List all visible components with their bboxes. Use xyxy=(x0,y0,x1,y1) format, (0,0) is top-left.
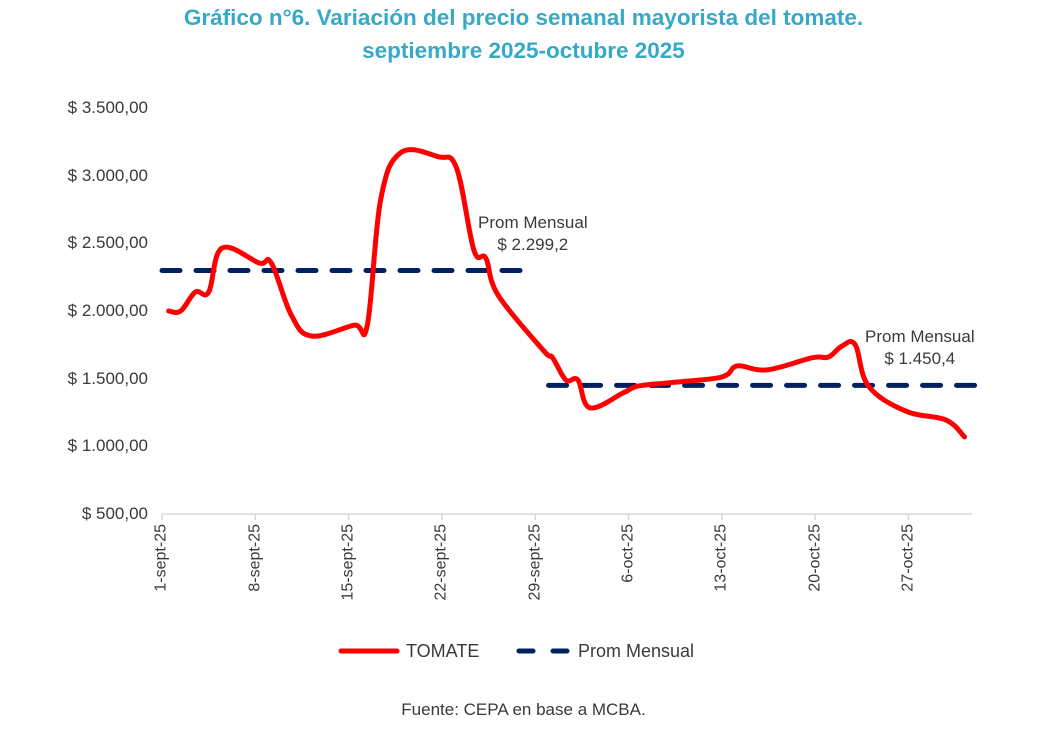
annotation-title: Prom Mensual xyxy=(865,327,975,346)
y-tick-label: $ 1.000,00 xyxy=(67,436,148,456)
y-axis-labels: $ 3.500,00 $ 3.000,00 $ 2.500,00 $ 2.000,00… xyxy=(0,0,148,732)
legend-label-prom-mensual: Prom Mensual xyxy=(578,640,695,661)
tomate-line xyxy=(166,147,967,440)
chart-title-line1: Gráfico n°6. Variación del precio semana… xyxy=(183,5,864,30)
y-tick-label: $ 3.500,00 xyxy=(67,98,148,117)
y-tick-label: $ 500,00 xyxy=(81,504,148,523)
annotation-value: $ 2.299,2 xyxy=(497,235,569,254)
legend-swatch-tomate xyxy=(338,648,400,654)
legend: TOMATE Prom Mensual xyxy=(0,638,1047,664)
prom-mensual-annotation: Prom Mensual $ 1.450,4 xyxy=(865,326,975,370)
y-tick-label: $ 1.500,00 xyxy=(67,368,148,388)
prom-mensual-annotation: Prom Mensual $ 2.299,2 xyxy=(478,212,588,256)
annotation-value: $ 1.450,4 xyxy=(884,349,956,368)
legend-item-prom-mensual: Prom Mensual xyxy=(516,638,694,664)
y-tick-label: $ 2.000,00 xyxy=(67,301,148,320)
legend-label-tomate: TOMATE xyxy=(406,640,480,661)
legend-item-tomate: TOMATE xyxy=(338,638,479,664)
legend-swatch-prom-mensual xyxy=(516,648,570,654)
y-tick-label: $ 2.500,00 xyxy=(67,233,148,253)
chart-title-line2: septiembre 2025-octubre 2025 xyxy=(362,38,685,63)
y-tick-label: $ 3.000,00 xyxy=(67,165,148,185)
annotation-title: Prom Mensual xyxy=(478,213,588,232)
source-note: Fuente: CEPA en base a MCBA. xyxy=(401,700,646,719)
